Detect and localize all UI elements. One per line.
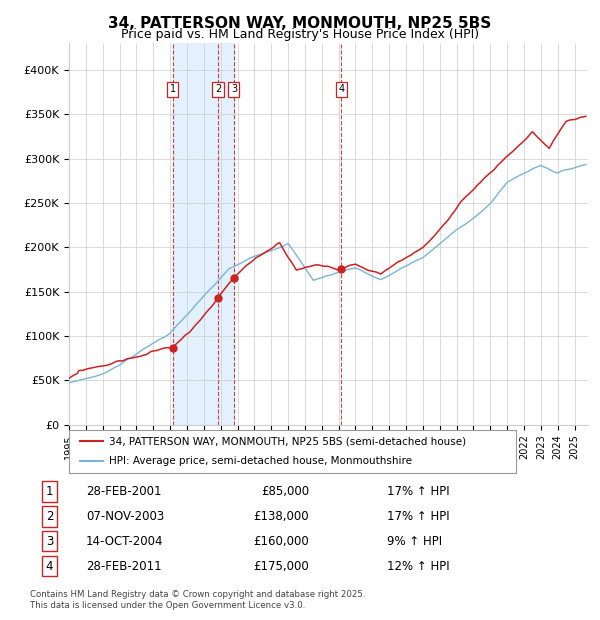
- Text: 3: 3: [231, 84, 237, 94]
- Text: 1: 1: [170, 84, 176, 94]
- Text: 34, PATTERSON WAY, MONMOUTH, NP25 5BS (semi-detached house): 34, PATTERSON WAY, MONMOUTH, NP25 5BS (s…: [109, 436, 466, 446]
- Bar: [173, 43, 234, 425]
- Text: Price paid vs. HM Land Registry's House Price Index (HPI): Price paid vs. HM Land Registry's House …: [121, 28, 479, 41]
- Text: Contains HM Land Registry data © Crown copyright and database right 2025.
This d: Contains HM Land Registry data © Crown c…: [30, 590, 365, 609]
- Text: £175,000: £175,000: [253, 560, 309, 573]
- Text: 4: 4: [46, 560, 53, 573]
- Text: 07-NOV-2003: 07-NOV-2003: [86, 510, 164, 523]
- Text: 17% ↑ HPI: 17% ↑ HPI: [387, 485, 450, 498]
- Text: 34, PATTERSON WAY, MONMOUTH, NP25 5BS: 34, PATTERSON WAY, MONMOUTH, NP25 5BS: [109, 16, 491, 30]
- Text: 3: 3: [46, 535, 53, 548]
- Text: 1: 1: [46, 485, 53, 498]
- Text: £85,000: £85,000: [261, 485, 309, 498]
- Text: 17% ↑ HPI: 17% ↑ HPI: [387, 510, 450, 523]
- Text: £160,000: £160,000: [253, 535, 309, 548]
- Text: £138,000: £138,000: [253, 510, 309, 523]
- Text: 4: 4: [338, 84, 344, 94]
- Text: 28-FEB-2001: 28-FEB-2001: [86, 485, 161, 498]
- Text: 2: 2: [46, 510, 53, 523]
- Text: 14-OCT-2004: 14-OCT-2004: [86, 535, 163, 548]
- Text: 28-FEB-2011: 28-FEB-2011: [86, 560, 161, 573]
- Text: 9% ↑ HPI: 9% ↑ HPI: [387, 535, 442, 548]
- Text: 12% ↑ HPI: 12% ↑ HPI: [387, 560, 450, 573]
- Text: 2: 2: [215, 84, 221, 94]
- Text: HPI: Average price, semi-detached house, Monmouthshire: HPI: Average price, semi-detached house,…: [109, 456, 412, 466]
